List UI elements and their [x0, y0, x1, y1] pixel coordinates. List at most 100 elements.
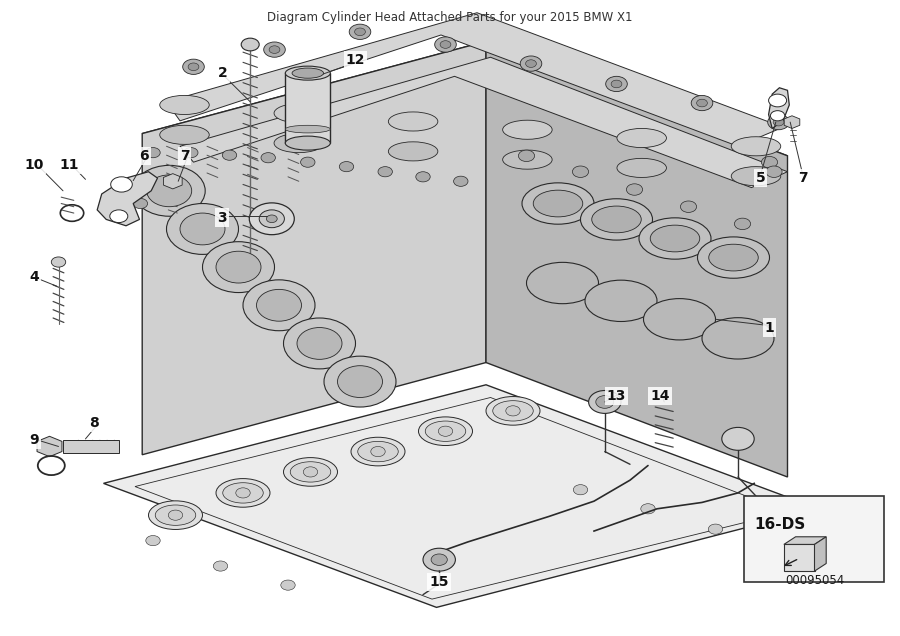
Ellipse shape [580, 198, 652, 240]
Circle shape [506, 406, 520, 416]
Circle shape [188, 63, 199, 71]
Text: 2: 2 [219, 66, 228, 80]
Text: 15: 15 [429, 575, 449, 589]
Ellipse shape [702, 317, 774, 359]
Ellipse shape [425, 421, 466, 441]
Ellipse shape [644, 298, 716, 340]
Circle shape [697, 99, 707, 107]
Circle shape [572, 166, 589, 177]
Circle shape [573, 485, 588, 495]
Circle shape [378, 167, 392, 177]
Circle shape [680, 201, 697, 212]
Circle shape [526, 60, 536, 67]
Text: 10: 10 [24, 158, 44, 172]
Ellipse shape [148, 501, 202, 529]
Circle shape [216, 251, 261, 283]
Circle shape [110, 210, 128, 223]
Circle shape [284, 318, 356, 369]
Circle shape [435, 37, 456, 52]
Circle shape [606, 76, 627, 92]
Polygon shape [166, 13, 783, 146]
Circle shape [146, 536, 160, 546]
Circle shape [146, 148, 160, 158]
Circle shape [431, 554, 447, 565]
Ellipse shape [292, 68, 324, 78]
Polygon shape [769, 88, 789, 128]
Circle shape [236, 488, 250, 498]
Polygon shape [180, 57, 788, 188]
Ellipse shape [160, 125, 209, 144]
Ellipse shape [155, 505, 196, 525]
Circle shape [168, 510, 183, 520]
Text: 13: 13 [607, 389, 626, 403]
Circle shape [339, 162, 354, 172]
Circle shape [264, 42, 285, 57]
Circle shape [691, 95, 713, 111]
Circle shape [761, 156, 778, 168]
Circle shape [243, 280, 315, 331]
Ellipse shape [358, 441, 398, 462]
FancyBboxPatch shape [285, 73, 330, 143]
Text: 16-DS: 16-DS [755, 517, 806, 532]
Ellipse shape [731, 167, 781, 186]
Circle shape [301, 157, 315, 167]
Circle shape [454, 176, 468, 186]
Ellipse shape [223, 483, 263, 503]
Polygon shape [104, 385, 819, 607]
Text: 1: 1 [765, 321, 774, 335]
Circle shape [256, 289, 302, 321]
Ellipse shape [585, 280, 657, 321]
Circle shape [51, 257, 66, 267]
Polygon shape [486, 41, 788, 477]
Circle shape [180, 213, 225, 245]
Polygon shape [142, 41, 486, 455]
Ellipse shape [522, 183, 594, 224]
Ellipse shape [650, 225, 700, 252]
Circle shape [249, 203, 294, 235]
Ellipse shape [592, 206, 641, 233]
Text: 12: 12 [346, 53, 365, 67]
Circle shape [641, 504, 655, 514]
Ellipse shape [731, 137, 781, 156]
Polygon shape [97, 172, 158, 226]
Polygon shape [784, 544, 814, 571]
Text: 4: 4 [30, 270, 39, 284]
Ellipse shape [639, 218, 711, 259]
Text: 00095054: 00095054 [785, 574, 844, 586]
Ellipse shape [351, 438, 405, 466]
Ellipse shape [709, 244, 758, 271]
Text: 8: 8 [90, 416, 99, 430]
Circle shape [183, 59, 204, 74]
Text: 14: 14 [650, 389, 670, 403]
Ellipse shape [284, 458, 338, 486]
Circle shape [241, 38, 259, 51]
Text: 7: 7 [180, 149, 189, 163]
Circle shape [213, 561, 228, 571]
Ellipse shape [616, 158, 666, 177]
Ellipse shape [285, 136, 330, 150]
Circle shape [355, 28, 365, 36]
Circle shape [111, 177, 132, 192]
Polygon shape [142, 41, 788, 248]
Circle shape [423, 548, 455, 571]
Text: 6: 6 [140, 149, 148, 163]
Circle shape [734, 218, 751, 230]
Circle shape [440, 41, 451, 48]
Circle shape [589, 391, 621, 413]
Circle shape [596, 396, 614, 408]
Ellipse shape [388, 112, 437, 131]
Circle shape [281, 580, 295, 590]
Ellipse shape [526, 262, 598, 303]
Circle shape [438, 426, 453, 436]
Circle shape [773, 118, 784, 126]
Circle shape [518, 150, 535, 162]
Ellipse shape [285, 125, 330, 133]
Ellipse shape [285, 66, 330, 80]
FancyBboxPatch shape [63, 440, 119, 453]
Circle shape [133, 165, 205, 216]
Circle shape [520, 56, 542, 71]
Text: 11: 11 [59, 158, 79, 172]
Circle shape [324, 356, 396, 407]
Circle shape [202, 242, 274, 293]
Ellipse shape [274, 134, 323, 153]
